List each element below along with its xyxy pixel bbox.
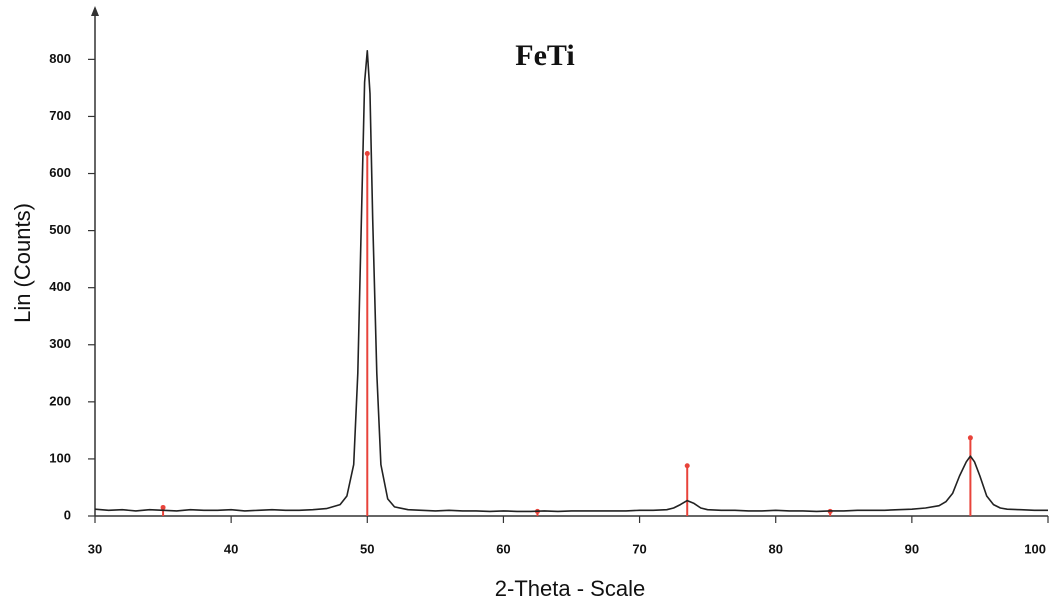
y-tick-label: 300 [49, 336, 71, 351]
y-tick-label: 200 [49, 393, 71, 408]
y-tick-label: 600 [49, 165, 71, 180]
x-tick-label: 80 [768, 541, 782, 556]
x-tick-label: 90 [905, 541, 919, 556]
y-axis-arrow [91, 6, 99, 16]
x-tick-label: 30 [88, 541, 102, 556]
x-tick-label: 100 [1024, 541, 1046, 556]
x-axis-title: 2-Theta - Scale [495, 576, 645, 601]
y-tick-label: 100 [49, 450, 71, 465]
reference-dot [364, 151, 370, 157]
y-tick-label: 800 [49, 51, 71, 66]
x-tick-label: 70 [632, 541, 646, 556]
y-tick-label: 500 [49, 222, 71, 237]
y-tick-label: 0 [64, 507, 71, 522]
chart-title: FeTi [515, 39, 574, 72]
y-axis-title: Lin (Counts) [10, 203, 35, 323]
data-line [94, 50, 1048, 513]
x-tick-label: 60 [496, 541, 510, 556]
x-tick-label: 50 [360, 541, 374, 556]
reference-dot [160, 504, 166, 510]
y-tick-label: 400 [49, 279, 71, 294]
reference-dot [967, 435, 973, 441]
x-tick-label: 40 [224, 541, 238, 556]
y-tick-label: 700 [49, 108, 71, 123]
reference-dot [684, 463, 690, 469]
